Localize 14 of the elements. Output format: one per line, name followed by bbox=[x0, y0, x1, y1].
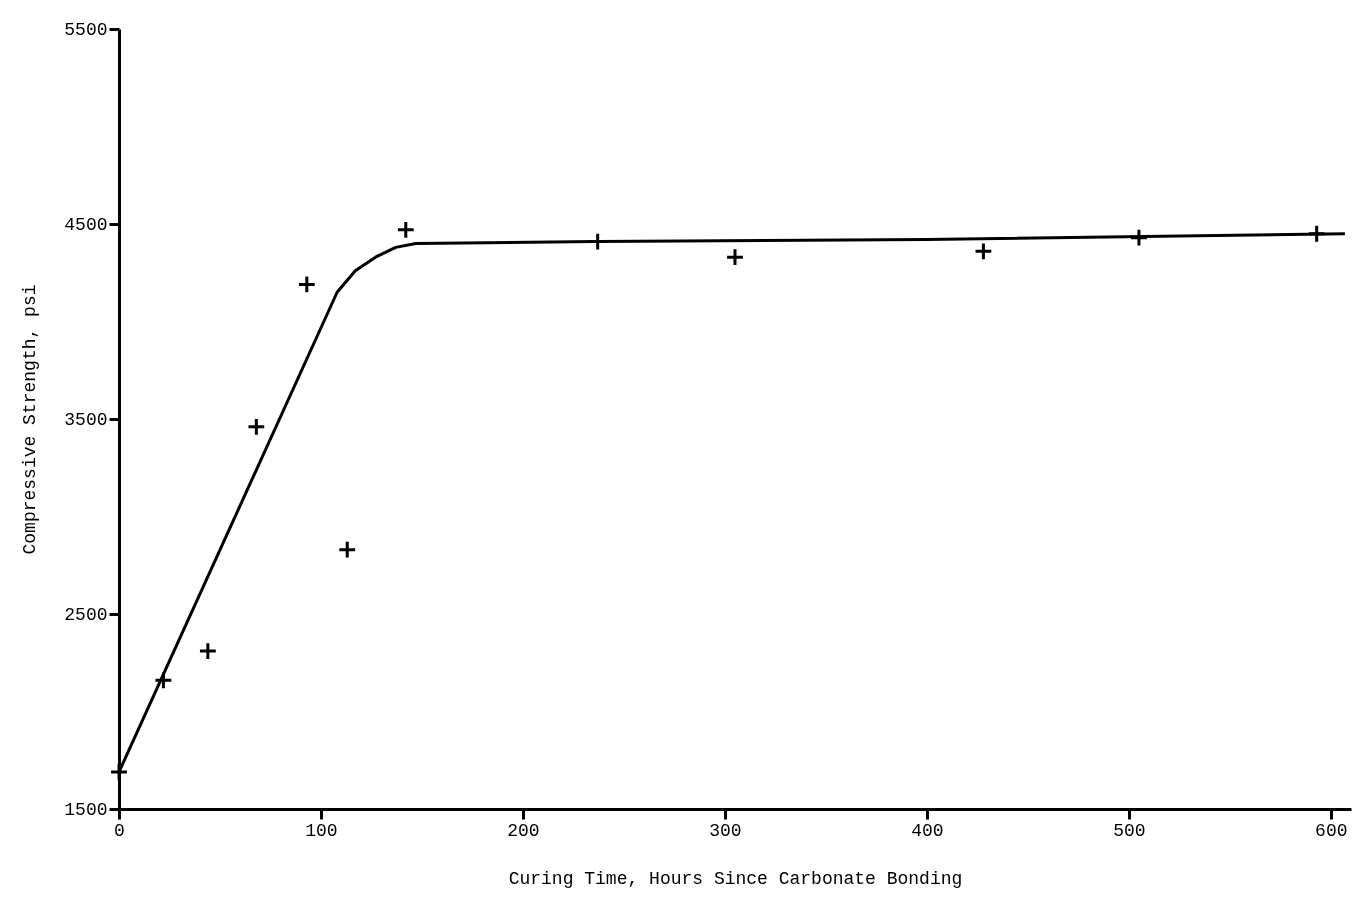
y-axis-title: Compressive Strength, psi bbox=[20, 284, 41, 555]
y-tick-label: 4500 bbox=[64, 214, 108, 235]
y-tick-label: 3500 bbox=[64, 409, 108, 430]
x-tick-label: 0 bbox=[114, 820, 125, 841]
x-tick-label: 300 bbox=[709, 820, 742, 841]
x-tick-label: 400 bbox=[911, 820, 944, 841]
x-axis-title: Curing Time, Hours Since Carbonate Bonding bbox=[508, 868, 963, 889]
x-tick-label: 200 bbox=[507, 820, 540, 841]
x-tick-label: 600 bbox=[1315, 820, 1348, 841]
y-tick-label: 5500 bbox=[64, 19, 108, 40]
x-tick-label: 500 bbox=[1113, 820, 1146, 841]
x-tick-label: 100 bbox=[305, 820, 338, 841]
y-tick-label: 2500 bbox=[64, 604, 108, 625]
y-tick-label: 1500 bbox=[64, 799, 108, 820]
